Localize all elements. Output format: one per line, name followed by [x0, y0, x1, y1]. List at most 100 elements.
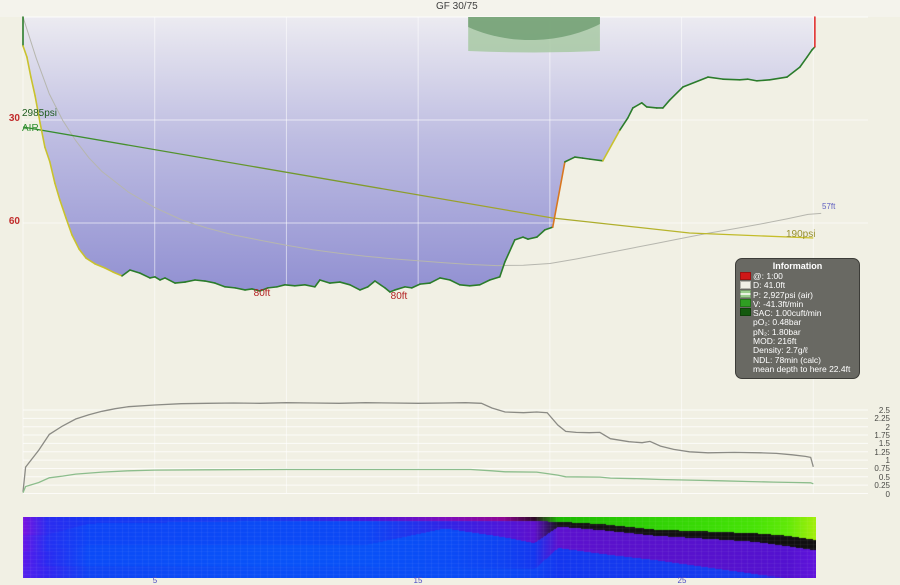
- depth-profile-line: [527, 236, 538, 240]
- depth-profile-line: [504, 239, 516, 263]
- info-row: NDL: 78min (calc): [753, 354, 822, 365]
- depth-profile-line: [204, 280, 216, 284]
- pp-axis-tick: 1: [885, 456, 890, 466]
- info-row: D: 41.0ft: [753, 280, 786, 291]
- depth-profile-line: [244, 288, 253, 291]
- legend-swatches: [740, 272, 751, 317]
- pp-axis-tick: 0: [885, 489, 890, 499]
- depth-profile-line: [662, 99, 671, 109]
- depth-profile-line: [78, 248, 87, 259]
- mean-depth-end-label: 57ft: [822, 202, 836, 211]
- depth-profile-line: [439, 277, 451, 281]
- depth-profile-line: [359, 286, 369, 291]
- depth-profile-line: [129, 269, 141, 274]
- depth-profile-line: [259, 287, 269, 292]
- depth-profile-line: [112, 271, 123, 277]
- depth-profile-line: [374, 280, 386, 289]
- pp-axis-tick: 0.5: [878, 472, 890, 482]
- info-row: SAC: 1.00cuft/min: [753, 308, 822, 319]
- start-pressure-label: 2985psi: [22, 108, 58, 119]
- depth-profile-line: [522, 236, 529, 240]
- depth-profile-line: [234, 287, 246, 291]
- depth-profile-line: [738, 78, 749, 81]
- surface-strip: [0, 0, 900, 17]
- gradient-factor-label: GF 30/75: [436, 1, 478, 12]
- depth-profile-line: [104, 267, 114, 273]
- depth-profile-line: [429, 277, 441, 284]
- depth-profile-line: [627, 107, 634, 119]
- depth-profile-line: [536, 229, 546, 238]
- depth-profile-line: [404, 286, 413, 289]
- legend-swatch: [740, 308, 751, 316]
- depth-profile-line: [640, 102, 648, 108]
- depth-profile-line: [632, 102, 643, 109]
- pp-axis-tick: 2.25: [874, 414, 890, 424]
- info-row: P: 2,927psi (air): [753, 289, 813, 300]
- depth-profile-line: [329, 281, 341, 284]
- pN2-line: [22, 402, 814, 492]
- depth-profile-line: [756, 79, 771, 82]
- depth-profile-line: [34, 95, 41, 124]
- depth-profile-line: [319, 279, 331, 284]
- depth-profile-line: [682, 76, 709, 88]
- pp-axis-tick: 0.25: [874, 481, 890, 491]
- depth-profile-line: [589, 158, 604, 162]
- depth-profile-line: [184, 279, 196, 283]
- depth-profile-line: [224, 286, 236, 289]
- depth-profile-line: [194, 279, 206, 282]
- depth-profile-line: [149, 276, 156, 279]
- max-depth-marker: 80ft: [390, 291, 408, 302]
- pO2-line: [22, 468, 814, 494]
- depth-profile-line: [22, 45, 28, 58]
- info-row: mean depth to here 22.4ft: [753, 363, 851, 374]
- depth-profile-line: [159, 277, 166, 281]
- depth-profile-line: [44, 146, 51, 163]
- depth-profile-line: [389, 289, 396, 293]
- depth-profile-line: [284, 283, 296, 287]
- pp-axis-tick: 1.25: [874, 447, 890, 457]
- depth-profile-line: [94, 263, 106, 269]
- depth-profile-line: [65, 217, 73, 236]
- depth-profile-line: [468, 283, 481, 287]
- depth-profile-line: [722, 78, 741, 81]
- depth-profile-line: [646, 106, 658, 109]
- depth-profile-line: [85, 257, 96, 265]
- depth-profile-line: [806, 49, 813, 58]
- legend-swatch: [740, 281, 751, 289]
- pp-axis-tick: 2: [885, 422, 890, 432]
- depth-profile-line: [267, 286, 278, 289]
- depth-profile-line: [49, 161, 56, 184]
- info-row: pO₂: 0.48bar: [753, 317, 802, 328]
- depth-profile-line: [174, 281, 186, 284]
- depth-profile-line: [314, 279, 321, 288]
- depth-profile-line: [746, 78, 758, 82]
- legend-swatch: [740, 290, 751, 298]
- depth-profile-line: [551, 161, 566, 228]
- depth-profile-line: [449, 279, 461, 286]
- depth-profile-line: [339, 281, 351, 286]
- information-tooltip: Information @: 1:00 D: 41.0ft P: 2,927psi …: [735, 258, 860, 380]
- time-axis-tick-5: 5: [152, 576, 158, 585]
- max-depth-marker: 80ft: [253, 288, 271, 299]
- depth-profile-line: [499, 261, 506, 278]
- info-row: Density: 2.7g/ℓ: [753, 345, 808, 356]
- depth-profile-line: [419, 282, 431, 285]
- legend-swatch: [740, 272, 751, 280]
- depth-profile-line: [488, 276, 501, 281]
- tank-pressure-line: [22, 126, 814, 239]
- depth-profile-line: [514, 236, 524, 241]
- depth-profile-line: [602, 129, 621, 162]
- depth-profile-line: [394, 286, 406, 291]
- info-row: MOD: 216ft: [753, 336, 797, 347]
- depth-profile-line: [668, 86, 684, 101]
- pp-axis-tick: 0.75: [874, 464, 890, 474]
- depth-profile-line: [769, 76, 788, 81]
- info-row: pN₂: 1.80bar: [753, 326, 801, 337]
- depth-profile-line: [478, 279, 491, 286]
- depth-axis-tick-60: 60: [8, 216, 20, 227]
- depth-profile-line: [458, 283, 471, 287]
- depth-profile-line: [367, 280, 376, 288]
- depth-profile-line: [39, 122, 46, 148]
- information-title: Information: [772, 261, 823, 271]
- depth-axis-tick-30: 30: [8, 113, 20, 124]
